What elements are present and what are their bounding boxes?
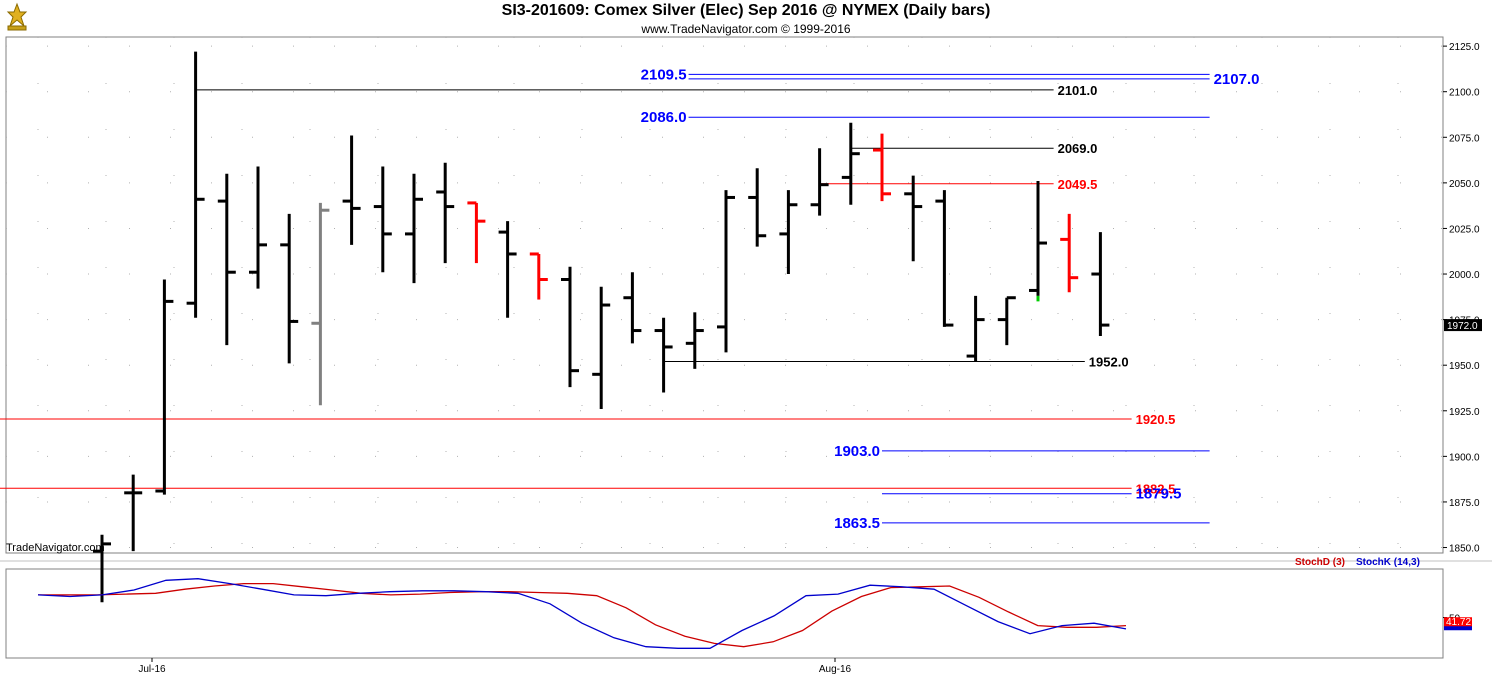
price-axis-tick-label: 1950.0 [1449, 361, 1480, 372]
ohlc-bar [498, 221, 517, 318]
ohlc-bar [186, 51, 205, 318]
stoch-legend-d: StochD (3) [1295, 557, 1345, 568]
ohlc-bar [1060, 213, 1079, 293]
ohlc-bar [623, 272, 642, 344]
price-axis-tick-label: 2050.0 [1449, 179, 1480, 190]
time-axis-label: Aug-16 [819, 664, 852, 675]
ohlc-bar [997, 296, 1016, 346]
price-level-label: 1903.0 [834, 443, 880, 460]
ohlc-bar [779, 190, 798, 275]
ohlc-bar [841, 122, 860, 205]
price-axis-tick-label: 2075.0 [1449, 133, 1480, 144]
stochastic-panel-frame [5, 568, 1444, 659]
ohlc-bar [1029, 181, 1047, 296]
price-axis-tick-label: 2025.0 [1449, 224, 1480, 235]
ohlc-bar [93, 534, 111, 603]
ohlc-bar [529, 252, 548, 300]
price-level-label: 1882.5 [1136, 481, 1176, 496]
price-level-label: 2086.0 [641, 109, 687, 126]
price-level-label: 1863.5 [834, 515, 880, 532]
last-price-badge [1444, 319, 1482, 332]
ohlc-bar [217, 173, 236, 346]
price-axis-tick-label: 1850.0 [1449, 544, 1480, 555]
price-level-label: 2109.5 [641, 66, 687, 83]
ohlc-bar [904, 175, 923, 262]
chart-title: SI3-201609: Comex Silver (Elec) Sep 2016… [501, 2, 991, 19]
price-level-label: 1879.5 [1136, 486, 1182, 503]
ohlc-bar [155, 279, 174, 495]
ohlc-bar [717, 190, 735, 353]
ohlc-bar [467, 201, 486, 264]
ohlc-bar [810, 148, 829, 216]
ohlc-bar [436, 162, 455, 264]
last-price-label: 1972.0 [1447, 321, 1478, 332]
ohlc-bar [1091, 232, 1110, 337]
price-level-label: 2069.0 [1058, 141, 1098, 156]
ohlc-bar [405, 173, 423, 284]
ohlc-bar [966, 295, 985, 362]
ohlc-bar [124, 474, 143, 552]
ohlc-bar [685, 312, 704, 369]
price-level-label: 1952.0 [1089, 355, 1129, 370]
ohlc-bar [592, 286, 611, 409]
price-axis-tick-label: 1875.0 [1449, 498, 1480, 509]
stoch-series-line [38, 582, 1127, 648]
price-axis-tick-label: 2125.0 [1449, 42, 1480, 53]
ohlc-bar [342, 135, 361, 245]
price-axis-tick-label: 1925.0 [1449, 407, 1480, 418]
stoch-legend-k: StochK (14,3) [1356, 557, 1420, 568]
ohlc-bar [935, 190, 954, 327]
ohlc-bar [748, 168, 767, 247]
price-level-label: 2107.0 [1214, 71, 1260, 88]
ohlc-bar [311, 202, 330, 406]
price-panel-frame [5, 36, 1444, 554]
price-axis-tick-label: 2100.0 [1449, 88, 1480, 99]
price-level-label: 1920.5 [1136, 412, 1176, 427]
price-level-label: 2049.5 [1058, 177, 1098, 192]
price-axis-tick-label: 2000.0 [1449, 270, 1480, 281]
ohlc-bar [249, 166, 267, 289]
stoch-last-badge-d [1444, 617, 1472, 627]
ohlc-bar [654, 317, 673, 393]
trade-navigator-logo-icon [4, 2, 30, 37]
ohlc-bar [373, 166, 392, 273]
watermark-text: TradeNavigator.com [6, 542, 105, 554]
price-axis-tick-label: 1900.0 [1449, 452, 1480, 463]
stoch-last-value: 41.72 [1446, 617, 1471, 628]
time-axis-label: Jul-16 [138, 664, 166, 675]
ohlc-bar [561, 266, 579, 388]
ohlc-bar [873, 133, 891, 202]
price-level-label: 2101.0 [1058, 83, 1098, 98]
stoch-series-line [37, 578, 1127, 649]
ohlc-bar [280, 213, 299, 364]
chart-subtitle: www.TradeNavigator.com © 1999-2016 [641, 22, 851, 36]
